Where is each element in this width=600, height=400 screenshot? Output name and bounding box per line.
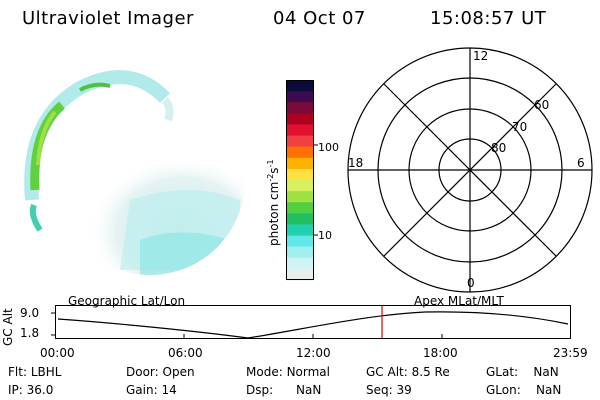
status-dsp: Dsp: NaN (246, 383, 322, 397)
colorbar-label: photon cm-2s-1 (266, 159, 281, 246)
mlt-label-12: 12 (473, 49, 489, 63)
altitude-axis-label: GC Alt (1, 308, 15, 346)
mlt-label-18: 18 (348, 156, 364, 170)
status-glat: GLat: NaN (486, 365, 559, 379)
colorbar-band (286, 157, 314, 170)
status-gain: Gain: 14 (126, 383, 177, 397)
time-tick-1800: 18:00 (423, 346, 458, 360)
altitude-right-title: Apex MLat/MLT (414, 294, 504, 308)
colorbar-band (286, 191, 314, 203)
time-tick-0600: 06:00 (168, 346, 203, 360)
colorbar-band (286, 146, 314, 159)
time-tick-2359: 23:59 (553, 346, 588, 360)
altitude-plot (51, 305, 571, 339)
date-label: 04 Oct 07 (273, 8, 366, 29)
colorbar-band (286, 180, 314, 192)
colorbar-tick-10: 10 (318, 229, 332, 242)
status-ip: IP: 36.0 (8, 383, 54, 397)
colorbar (286, 80, 318, 281)
colorbar-band (286, 213, 314, 225)
colorbar-band (286, 235, 314, 248)
colorbar-band (286, 224, 314, 237)
colorbar-band (286, 80, 314, 92)
mlt-label-6: 6 (577, 156, 585, 170)
status-mode: Mode: Normal (246, 365, 330, 379)
colorbar-tick-100: 100 (318, 141, 339, 154)
status-door: Door: Open (126, 365, 195, 379)
time-tick-0000: 00:00 (40, 346, 75, 360)
status-flt: Flt: LBHL (8, 365, 62, 379)
status-seq: Seq: 39 (366, 383, 412, 397)
mlt-label-0: 0 (467, 276, 475, 290)
altitude-ytick-9: 9.0 (20, 306, 40, 320)
lat-label-60: 60 (534, 98, 550, 112)
colorbar-band (286, 135, 314, 148)
polar-plot (347, 47, 593, 293)
status-gc-alt: GC Alt: 8.5 Re (366, 365, 450, 379)
colorbar-band (286, 168, 314, 181)
colorbar-band (286, 257, 314, 270)
time-label: 15:08:57 UT (430, 8, 547, 29)
colorbar-band (286, 124, 314, 137)
colorbar-band (286, 102, 314, 114)
colorbar-band (286, 246, 314, 259)
colorbar-band (286, 202, 314, 214)
colorbar-band (286, 91, 314, 103)
altitude-ytick-1.8: 1.8 (20, 326, 40, 340)
instrument-title: Ultraviolet Imager (22, 8, 194, 29)
lat-label-80: 80 (491, 141, 507, 155)
colorbar-band (286, 268, 314, 281)
time-tick-1200: 12:00 (296, 346, 331, 360)
status-glon: GLon: NaN (486, 383, 562, 397)
altitude-left-title: Geographic Lat/Lon (68, 294, 186, 308)
lat-label-70: 70 (512, 120, 528, 134)
colorbar-band (286, 113, 314, 125)
